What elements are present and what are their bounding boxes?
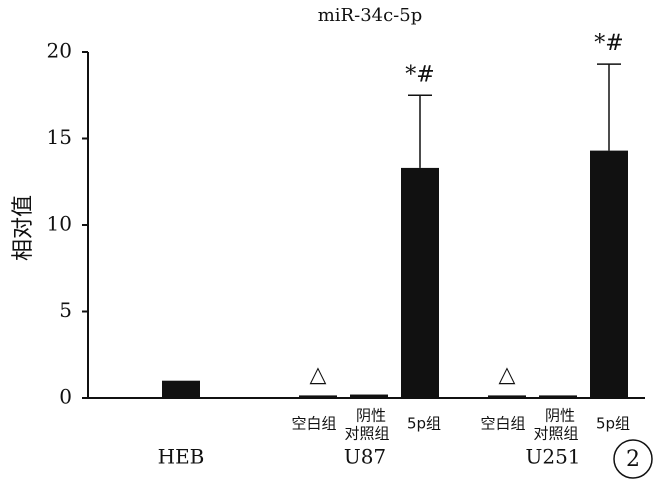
annotation: △ [499,362,516,387]
x-tick-label: 阴性 [545,407,575,425]
x-tick-label: 空白组 [480,415,525,433]
y-axis-label: 相对值 [11,195,36,261]
bar [539,395,577,398]
y-tick-label: 5 [59,298,72,322]
x-tick-label: 阴性 [356,407,386,425]
bar [299,395,337,398]
y-tick-label: 20 [47,39,72,63]
panel-circle [613,439,653,479]
x-tick-label: 5p组 [407,415,441,433]
x-tick-label: 对照组 [344,425,389,443]
y-tick-label: 10 [47,212,72,236]
y-tick-label: 0 [59,385,72,409]
group-label: U251 [525,445,580,469]
group-label: HEB [158,445,205,469]
y-tick-label: 15 [47,125,72,149]
bar [162,380,200,398]
chart-title: miR-34c-5p [318,5,423,26]
annotation: △ [310,362,327,387]
annotation: *# [594,31,623,56]
bar [401,167,439,398]
x-tick-label: 空白组 [291,415,336,433]
x-tick-label: 对照组 [533,425,578,443]
group-label: U87 [344,445,386,469]
bar [590,150,628,398]
x-tick-label: 5p组 [596,415,630,433]
bar [488,395,526,398]
annotation: *# [405,62,434,87]
bar [350,394,388,398]
panel-label: 2 [626,447,640,472]
